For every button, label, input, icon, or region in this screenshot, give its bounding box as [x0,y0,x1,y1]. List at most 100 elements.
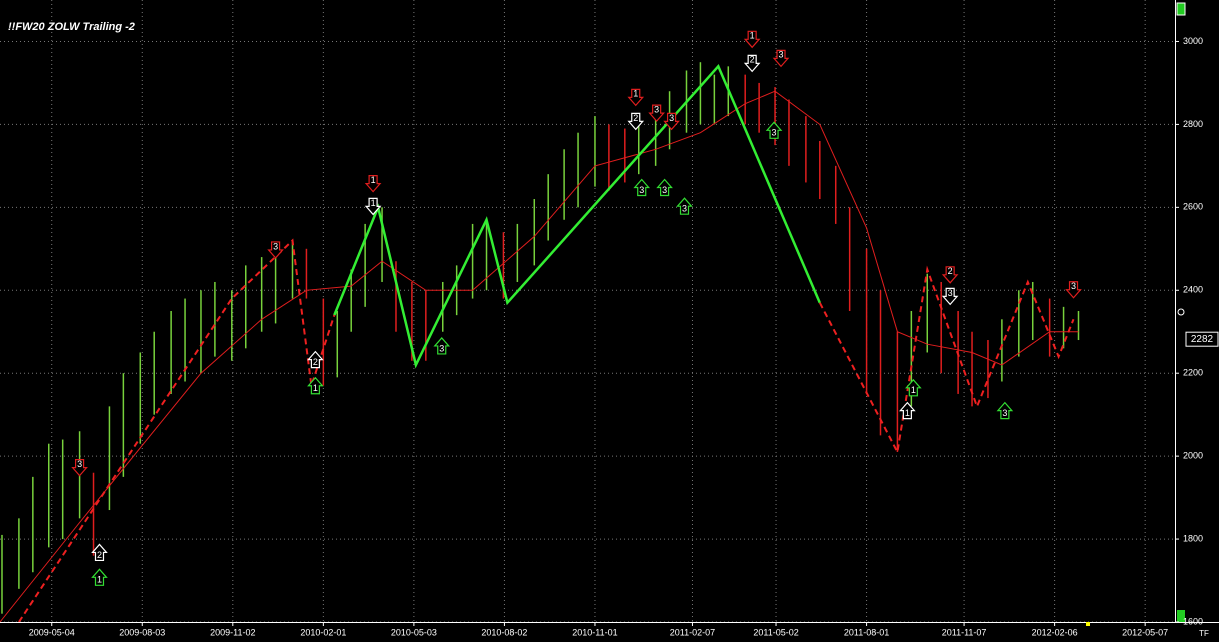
marker [1086,622,1090,626]
signal-label: 2 [97,550,102,560]
y-tick-label: 2800 [1183,119,1203,129]
signal-shape [772,49,790,68]
signal-arrow: 1 [364,175,382,193]
status: TF [1199,629,1209,638]
signal-shape [364,197,382,216]
x-tick-label: 2010-11-01 [572,627,617,637]
signal-shape [905,378,922,397]
signal-arrow: 3 [1065,281,1082,299]
signal-shape [307,376,324,395]
scroll-handle[interactable] [1177,610,1185,622]
y-tick-label: 1600 [1183,616,1203,626]
signal-shape [71,459,88,477]
signal-arrow: 1 [307,376,324,395]
signal-label: 3 [948,288,953,298]
signal-arrow: 1 [905,378,922,397]
signal-shape [1065,281,1082,299]
signal-arrow: 1 [899,401,916,420]
signal-shape [941,287,959,306]
signal-shape [656,178,673,197]
signal-arrow: 3 [676,197,693,215]
scroll-handle[interactable] [1176,2,1186,16]
signal-shape [676,197,693,215]
y-tick-label: 3000 [1183,36,1203,46]
y-tick-label: 2400 [1183,285,1203,295]
x-tick-label: 2009-11-02 [210,627,255,637]
signal-shape [663,112,680,131]
signal-shape [91,568,108,586]
signal-label: 1 [371,175,376,185]
signal-label: 2 [313,357,318,367]
x-tick-label: 2011-08-01 [844,627,889,637]
signal-label: 3 [662,185,667,195]
signal-label: 3 [669,113,674,123]
signal-shape [267,241,284,259]
x-tick-label: 2009-08-03 [119,627,165,637]
signal-label: 1 [911,385,916,395]
signal-arrow: 2 [307,350,324,369]
signal-shape [364,175,382,193]
indicator-line [818,265,1075,456]
signal-label: 1 [750,31,755,41]
signal-label: 2 [633,113,638,123]
signal-shape [627,112,645,131]
signal-label: 3 [779,50,784,60]
y-tick-label: 2600 [1183,202,1203,212]
x-tick-label: 2010-05-03 [391,627,437,637]
y-tick-label: 2000 [1183,451,1203,461]
signal-label: 3 [77,459,82,469]
signal-label: 2 [750,55,755,65]
signal-arrow: 1 [627,88,645,107]
last-price-box [1185,331,1219,347]
x-tick-label: 2011-02-07 [670,627,715,637]
signal-shape [899,401,916,420]
signal-shape [648,104,665,123]
y-tick-label: 2200 [1183,368,1203,378]
x-tick-label: 2012-05-07 [1122,627,1168,637]
signal-arrow: 1 [743,30,761,49]
signal-arrow: 2 [627,112,645,131]
signal-label: 2 [948,266,953,276]
x-tick-label: 2012-02-06 [1032,627,1078,637]
signal-arrow: 3 [996,401,1014,420]
x-tick-label: 2009-05-04 [29,627,75,637]
signal-shape [743,30,761,49]
signal-arrow: 2 [941,266,959,284]
signal-shape [307,350,324,369]
signal-label: 1 [371,198,376,208]
signal-arrow: 3 [71,459,88,477]
signal-label: 3 [654,104,659,114]
signal-shape [627,88,645,107]
signal-label: 3 [273,241,278,251]
signal-label: 1 [633,89,638,99]
signal-label: 3 [1071,281,1076,291]
last-price-label: 2282 [1191,334,1214,345]
signal-arrow: 3 [941,287,959,306]
x-tick-label: 2011-11-07 [942,627,987,637]
signal-arrow: 3 [433,337,451,355]
signal-arrow: 3 [663,112,680,131]
signal-label: 3 [439,343,444,353]
signal-arrow: 3 [633,178,651,197]
signal-arrow: 3 [772,49,790,68]
crosshair-handle[interactable] [1177,308,1185,316]
signal-arrow: 3 [656,178,673,197]
signal-label: 1 [97,575,102,585]
chart-title: !!FW20 ZOLW Trailing -2 [8,21,135,33]
signal-shape [433,337,451,355]
signal-arrow: 3 [765,121,783,139]
signal-shape [743,54,761,73]
signal-shape [91,543,108,562]
signal-label: 3 [682,204,687,214]
signal-arrow: 2 [743,54,761,73]
indicator-line [0,90,1079,623]
signal-label: 3 [772,128,777,138]
signal-arrow: 1 [364,197,382,216]
signal-shape [765,121,783,139]
signal-shape [633,178,651,197]
signal-arrow: 3 [648,104,665,123]
x-tick-label: 2010-08-02 [481,627,527,637]
signal-arrow: 3 [267,241,284,259]
